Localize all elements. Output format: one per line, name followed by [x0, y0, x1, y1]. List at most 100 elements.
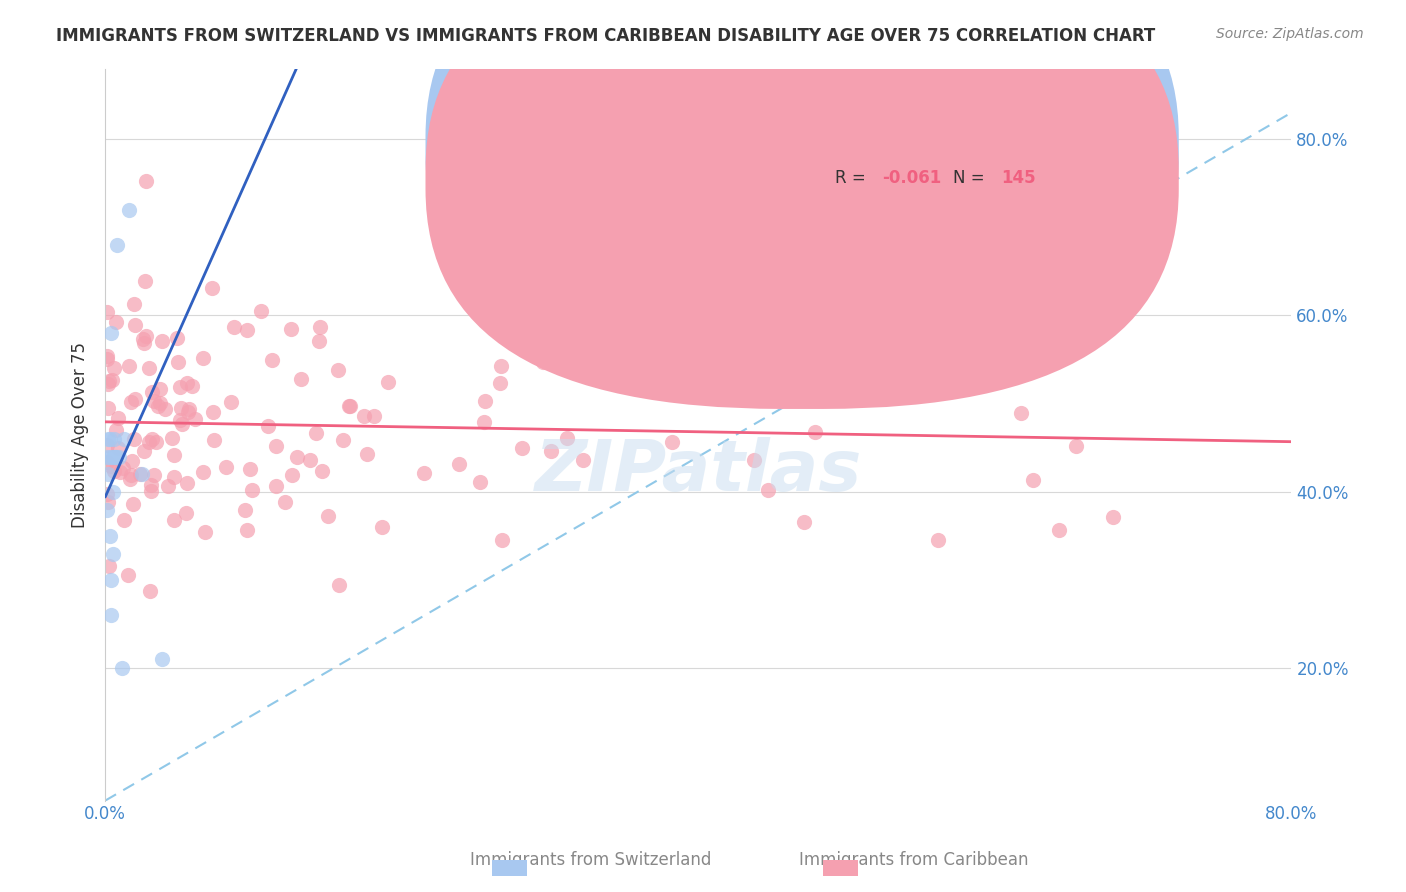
Point: [96, 438, 118, 452]
Point: [447, 458, 470, 472]
Point: [105, 238, 128, 252]
Point: [250, 304, 273, 318]
Point: [413, 466, 436, 480]
Text: N =: N =: [953, 136, 990, 154]
Point: [100, 573, 122, 587]
Point: [191, 466, 214, 480]
Point: [112, 513, 135, 527]
Point: [793, 515, 815, 529]
Text: Immigrants from Switzerland: Immigrants from Switzerland: [470, 851, 711, 869]
FancyBboxPatch shape: [752, 123, 1132, 215]
Point: [97, 377, 120, 392]
Text: -0.061: -0.061: [882, 169, 942, 187]
Point: [557, 431, 579, 445]
Point: [103, 450, 125, 464]
Point: [491, 533, 513, 548]
Point: [132, 332, 155, 346]
Point: [266, 478, 288, 492]
Point: [103, 464, 125, 478]
Point: [163, 448, 186, 462]
Point: [143, 394, 166, 409]
Point: [772, 377, 794, 392]
Point: [363, 409, 385, 423]
Point: [531, 354, 554, 368]
Point: [804, 425, 827, 440]
Text: N =: N =: [953, 169, 990, 187]
Point: [176, 506, 198, 520]
Point: [117, 568, 139, 582]
Point: [202, 405, 225, 419]
Point: [98, 432, 121, 446]
Point: [169, 379, 191, 393]
Text: 145: 145: [1001, 169, 1035, 187]
Point: [149, 382, 172, 396]
Point: [510, 441, 533, 455]
Point: [132, 336, 155, 351]
Text: R =: R =: [835, 169, 870, 187]
Point: [177, 405, 200, 419]
Text: 0.260: 0.260: [882, 136, 935, 154]
Point: [134, 274, 156, 288]
Point: [298, 453, 321, 467]
Point: [280, 321, 302, 335]
Point: [124, 392, 146, 406]
Point: [98, 529, 121, 543]
Point: [661, 434, 683, 449]
Point: [103, 432, 125, 446]
Point: [110, 661, 132, 675]
Point: [470, 475, 492, 489]
Point: [96, 455, 118, 469]
FancyBboxPatch shape: [426, 0, 1178, 376]
Point: [146, 399, 169, 413]
Point: [540, 444, 562, 458]
Point: [100, 373, 122, 387]
Point: [201, 280, 224, 294]
Point: [219, 395, 242, 409]
Point: [104, 423, 127, 437]
Point: [233, 502, 256, 516]
Point: [149, 396, 172, 410]
Point: [121, 497, 143, 511]
Point: [256, 418, 278, 433]
Point: [121, 454, 143, 468]
Point: [377, 375, 399, 389]
Point: [353, 409, 375, 423]
Point: [97, 495, 120, 509]
Point: [96, 349, 118, 363]
Point: [179, 402, 201, 417]
Point: [742, 452, 765, 467]
Text: IMMIGRANTS FROM SWITZERLAND VS IMMIGRANTS FROM CARIBBEAN DISABILITY AGE OVER 75 : IMMIGRANTS FROM SWITZERLAND VS IMMIGRANT…: [56, 27, 1156, 45]
Point: [184, 412, 207, 426]
Point: [120, 468, 142, 483]
Point: [107, 442, 129, 456]
Point: [97, 374, 120, 388]
Point: [202, 434, 225, 448]
Point: [337, 399, 360, 413]
Point: [96, 487, 118, 501]
Point: [96, 502, 118, 516]
Point: [191, 351, 214, 365]
Point: [176, 475, 198, 490]
Point: [129, 467, 152, 481]
Point: [489, 359, 512, 373]
Point: [332, 433, 354, 447]
Point: [97, 432, 120, 446]
Point: [141, 385, 163, 400]
Point: [1046, 350, 1069, 364]
Point: [163, 470, 186, 484]
Point: [142, 468, 165, 483]
Point: [474, 393, 496, 408]
Point: [145, 435, 167, 450]
Point: [141, 477, 163, 491]
Point: [132, 444, 155, 458]
Point: [1102, 510, 1125, 524]
Point: [101, 547, 124, 561]
Point: [97, 467, 120, 482]
Point: [98, 558, 121, 573]
Point: [166, 331, 188, 345]
Point: [756, 483, 779, 498]
Point: [101, 484, 124, 499]
Point: [122, 432, 145, 446]
Point: [107, 411, 129, 425]
Point: [103, 360, 125, 375]
